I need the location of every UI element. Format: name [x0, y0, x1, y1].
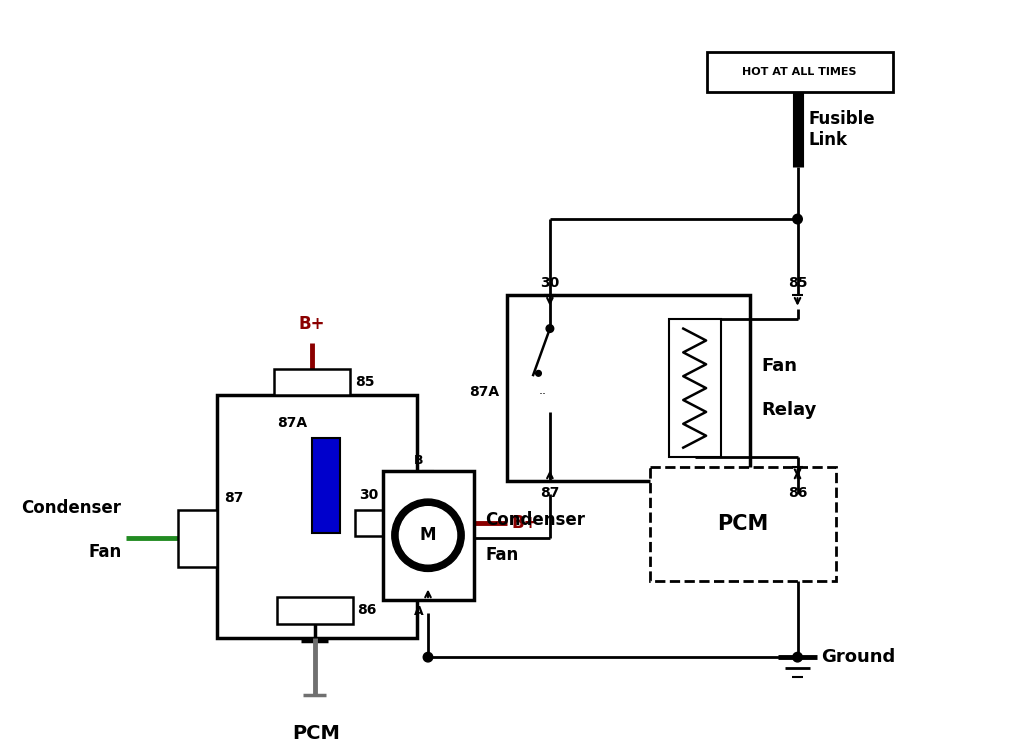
Text: 85: 85 [354, 375, 374, 389]
Bar [354, 509, 421, 537]
Text: 87: 87 [541, 486, 559, 500]
Bar [669, 319, 721, 457]
Circle shape [793, 214, 802, 224]
Text: Ground: Ground [821, 648, 896, 666]
Text: Fan: Fan [761, 357, 798, 375]
Text: 30: 30 [359, 488, 379, 502]
Bar [383, 471, 474, 600]
Circle shape [423, 653, 433, 662]
Text: 87: 87 [224, 491, 244, 505]
Text: Fusible
Link: Fusible Link [809, 110, 876, 149]
Text: Condenser: Condenser [485, 511, 585, 529]
Bar [311, 438, 340, 534]
Text: B: B [414, 454, 423, 467]
Text: B+: B+ [512, 514, 539, 532]
Text: 87A: 87A [276, 417, 307, 431]
Circle shape [546, 324, 554, 333]
Bar [650, 467, 836, 581]
Circle shape [793, 653, 802, 662]
Text: Condenser: Condenser [22, 499, 121, 517]
Text: B+: B+ [299, 316, 325, 333]
Text: 86: 86 [787, 486, 807, 500]
Text: 86: 86 [357, 604, 377, 618]
Text: PCM: PCM [717, 514, 768, 534]
Text: M: M [420, 526, 436, 544]
Text: Relay: Relay [761, 401, 817, 420]
Text: HOT AT ALL TIMES: HOT AT ALL TIMES [742, 67, 857, 78]
Bar [707, 52, 893, 92]
Text: Fan: Fan [485, 546, 518, 564]
Text: ..: .. [539, 384, 546, 397]
Bar [273, 369, 350, 395]
Text: 87A: 87A [469, 385, 500, 399]
Circle shape [536, 370, 542, 376]
Text: A: A [414, 605, 423, 618]
Bar [276, 597, 352, 624]
Text: 85: 85 [787, 276, 807, 290]
Bar [178, 509, 216, 567]
Circle shape [399, 507, 457, 564]
Circle shape [392, 499, 464, 571]
Text: Fan: Fan [88, 543, 121, 561]
Text: PCM: PCM [293, 723, 341, 739]
Text: 30: 30 [541, 276, 559, 290]
Bar [507, 296, 750, 481]
Bar [216, 395, 417, 638]
